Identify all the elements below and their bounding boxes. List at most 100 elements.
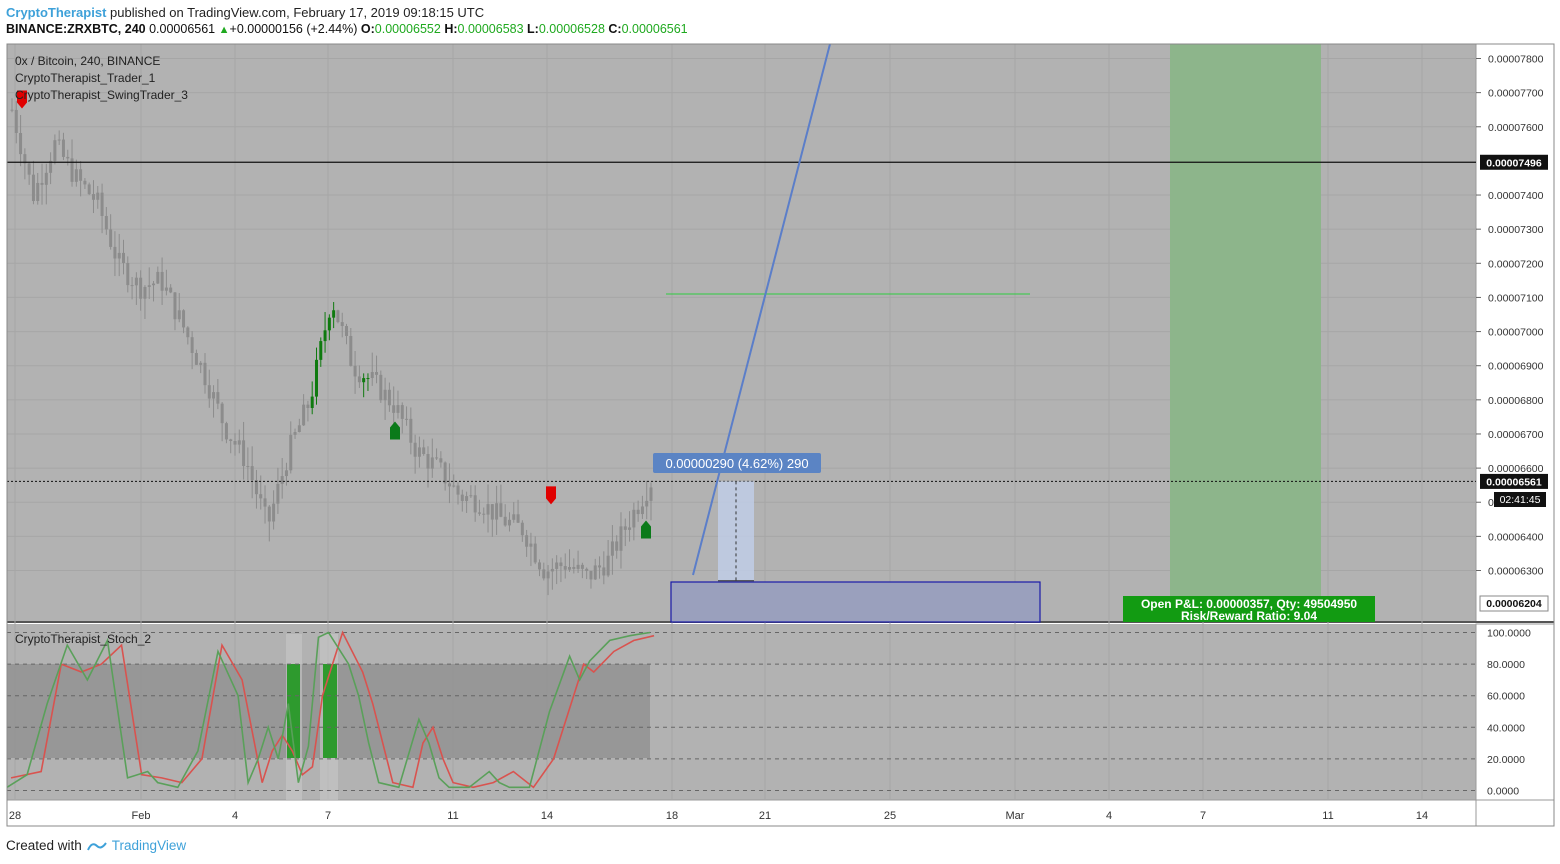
countdown-badge	[1494, 492, 1546, 507]
candle-body	[23, 154, 27, 164]
candle-body	[370, 372, 374, 379]
candle-body	[40, 182, 44, 185]
candle-body	[589, 570, 593, 580]
time-tick-label: 14	[541, 810, 553, 822]
candle-body	[435, 457, 439, 459]
candle-body	[229, 439, 233, 441]
candle-body	[160, 271, 164, 291]
candle-body	[177, 310, 181, 320]
candle-body	[585, 568, 589, 571]
candle-body	[456, 485, 460, 495]
candle-body	[216, 392, 220, 404]
candle-body	[332, 310, 336, 318]
price-tick-label: 0.00007200	[1488, 258, 1544, 270]
symbol-label: BINANCE:ZRXBTC, 240	[6, 22, 146, 36]
candle-body	[495, 503, 499, 520]
stoch-tick-label: 80.0000	[1487, 659, 1525, 671]
candle-body	[246, 465, 250, 467]
candle-body	[546, 571, 550, 579]
buy-arrow-icon	[641, 520, 651, 539]
candle-body	[207, 385, 211, 399]
time-tick-label: 28	[9, 810, 21, 822]
candle-body	[306, 404, 310, 408]
time-tick-label: 25	[884, 810, 896, 822]
candle-body	[70, 158, 74, 182]
pnl-badge	[1123, 596, 1375, 622]
candle-body	[366, 378, 370, 380]
candle-body	[572, 567, 576, 569]
candle-body	[36, 182, 40, 202]
time-tick-label: 11	[447, 810, 458, 822]
candle-body	[580, 564, 584, 569]
candle-body	[443, 462, 447, 484]
candle-body	[640, 506, 644, 515]
measure-label: 0.00000290 (4.62%) 290	[665, 456, 808, 471]
candle-body	[66, 156, 70, 159]
author-link[interactable]: CryptoTherapist	[6, 5, 107, 20]
candle-body	[409, 418, 413, 443]
resistance-price-text: 0.00007496	[1486, 157, 1542, 169]
candle-body	[550, 568, 554, 572]
publish-header: CryptoTherapist published on TradingView…	[6, 5, 484, 20]
tradingview-link[interactable]: TradingView	[111, 838, 187, 853]
up-triangle-icon: ▲	[218, 24, 230, 36]
candle-body	[439, 458, 443, 463]
candle-body	[126, 263, 130, 286]
candle-body	[507, 519, 511, 526]
candle-body	[83, 180, 87, 185]
candle-body	[649, 487, 653, 501]
candle-body	[147, 285, 151, 287]
candle-body	[490, 504, 494, 520]
tradingview-logo-icon	[86, 841, 107, 850]
candle-body	[254, 480, 258, 495]
resistance-price-badge	[1480, 154, 1548, 170]
stoch-tick-label: 100.0000	[1487, 628, 1531, 640]
candle-body	[14, 109, 18, 133]
last-price: 0.00006561	[149, 22, 216, 36]
bottom-price-text: 0.00006204	[1486, 598, 1542, 610]
chart-title: 0x / Bitcoin, 240, BINANCE	[15, 54, 160, 68]
candle-body	[645, 500, 649, 507]
stoch-tick-label: 40.0000	[1487, 722, 1525, 734]
candle-body	[224, 423, 228, 440]
candle-body	[199, 362, 203, 365]
candle-body	[422, 447, 426, 455]
candle-body	[19, 132, 23, 155]
price-tick-label: 0.00006700	[1488, 429, 1544, 441]
candle-body	[250, 466, 254, 481]
footer: Created with TradingView	[6, 838, 186, 853]
time-axis[interactable]	[6, 799, 1477, 827]
candle-body	[392, 405, 396, 413]
candle-body	[336, 310, 340, 323]
candle-body	[636, 509, 640, 515]
candle-body	[383, 389, 387, 401]
candle-body	[430, 457, 434, 469]
candle-body	[563, 566, 567, 570]
stoch-tick-label: 0.0000	[1487, 786, 1519, 798]
candle-body	[259, 494, 263, 499]
candle-body	[426, 454, 430, 469]
candle-body	[44, 172, 48, 185]
sell-arrow-icon	[17, 90, 27, 109]
candle-body	[593, 565, 597, 580]
stoch-ticks: 100.0000 80.0000 60.0000 40.0000 20.0000 0.00…	[1487, 628, 1531, 798]
candle-body	[375, 372, 379, 375]
candle-body	[542, 569, 546, 579]
candle-body	[293, 432, 297, 435]
price-tick-label: 0.00007700	[1488, 88, 1544, 100]
trend-line[interactable]	[692, 43, 831, 576]
candle-body	[289, 434, 293, 471]
close-label: C:	[608, 22, 622, 36]
stoch-axis[interactable]	[1475, 623, 1555, 801]
indicator-1-label: CryptoTherapist_Trader_1	[15, 71, 156, 85]
price-tick-label: 0.00006600	[1488, 463, 1544, 475]
candle-body	[79, 169, 83, 181]
candle-body	[632, 509, 636, 528]
candle-body	[379, 374, 383, 401]
candle-body	[460, 494, 464, 501]
candle-body	[469, 495, 473, 497]
candle-body	[143, 286, 147, 299]
last-price-badge	[1480, 473, 1548, 489]
candle-body	[27, 163, 31, 175]
